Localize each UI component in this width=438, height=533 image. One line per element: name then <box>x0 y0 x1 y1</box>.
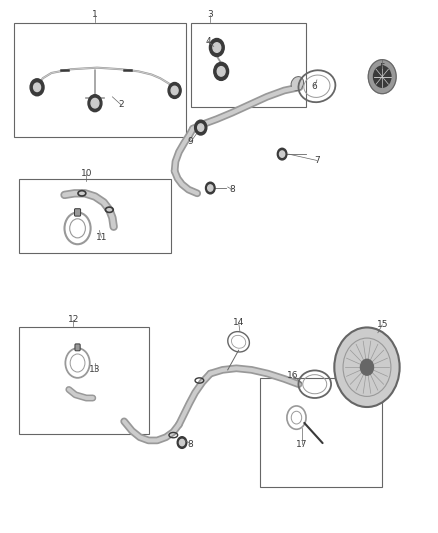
Circle shape <box>180 439 185 446</box>
Circle shape <box>214 62 229 80</box>
Circle shape <box>168 83 181 99</box>
Circle shape <box>205 182 215 194</box>
Text: 1: 1 <box>92 10 98 19</box>
Circle shape <box>277 148 287 160</box>
Text: 9: 9 <box>188 138 194 147</box>
Circle shape <box>368 60 396 94</box>
Circle shape <box>30 79 44 96</box>
Text: 11: 11 <box>96 233 107 242</box>
Circle shape <box>360 359 374 375</box>
Circle shape <box>334 327 399 407</box>
Text: 4: 4 <box>205 37 211 46</box>
Circle shape <box>374 66 391 87</box>
Text: 7: 7 <box>314 156 320 165</box>
Text: 2: 2 <box>118 100 124 109</box>
Bar <box>19 179 171 253</box>
Text: 10: 10 <box>81 169 92 178</box>
Text: 8: 8 <box>229 185 235 194</box>
FancyBboxPatch shape <box>75 344 80 351</box>
Circle shape <box>34 83 41 92</box>
Bar <box>260 378 382 487</box>
Circle shape <box>88 95 102 112</box>
Bar <box>19 327 149 433</box>
Text: 6: 6 <box>312 82 318 91</box>
Circle shape <box>208 185 213 191</box>
Circle shape <box>171 86 178 95</box>
Text: 12: 12 <box>67 315 79 324</box>
Text: 3: 3 <box>208 10 213 19</box>
Ellipse shape <box>291 77 304 91</box>
Text: 5: 5 <box>379 63 385 72</box>
FancyBboxPatch shape <box>74 209 81 216</box>
Circle shape <box>213 43 221 52</box>
Circle shape <box>217 67 225 76</box>
Circle shape <box>194 120 207 135</box>
Text: 14: 14 <box>233 318 244 327</box>
Circle shape <box>209 38 224 56</box>
Circle shape <box>177 437 187 448</box>
Bar <box>191 22 306 108</box>
Text: 16: 16 <box>287 370 299 379</box>
Circle shape <box>279 151 285 157</box>
Circle shape <box>91 99 99 108</box>
Circle shape <box>198 124 204 131</box>
Text: 13: 13 <box>89 366 101 374</box>
Text: 17: 17 <box>296 440 307 449</box>
Text: 15: 15 <box>376 320 388 329</box>
Text: 8: 8 <box>188 440 194 449</box>
Bar <box>14 22 186 136</box>
